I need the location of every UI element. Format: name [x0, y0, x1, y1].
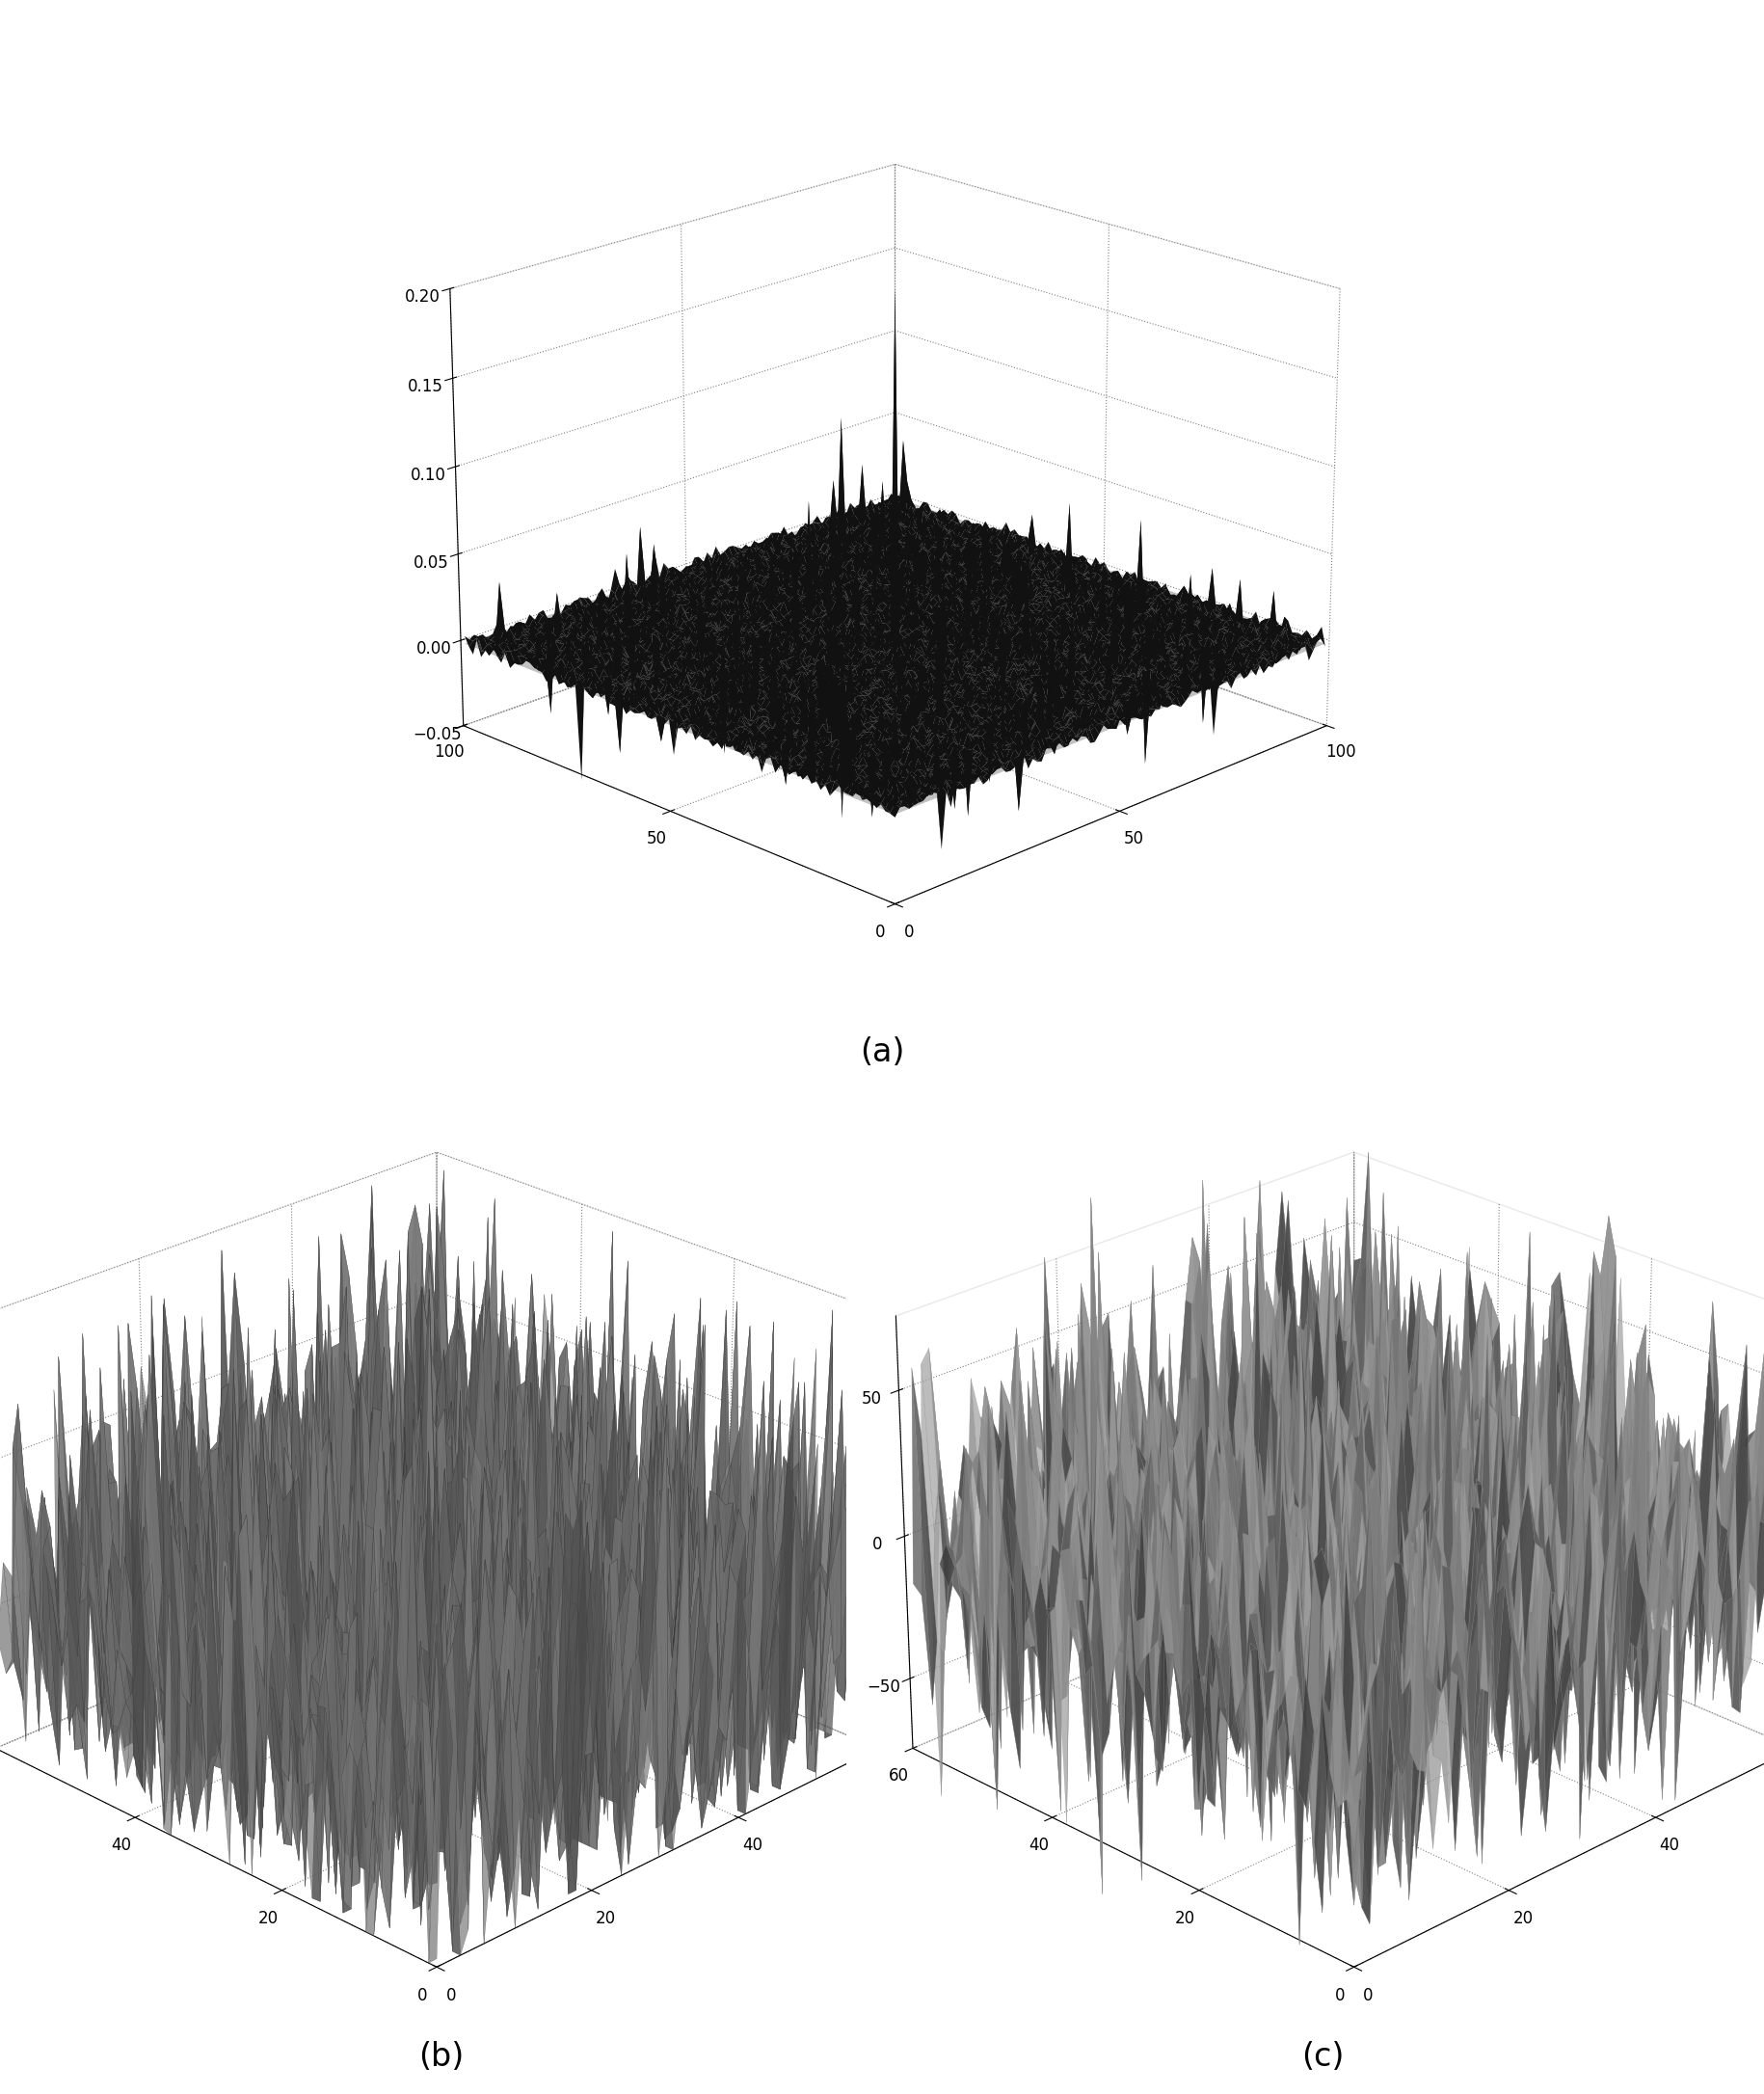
Text: (b): (b) — [418, 2042, 464, 2073]
Text: (c): (c) — [1302, 2042, 1344, 2073]
Text: (a): (a) — [859, 1037, 905, 1068]
